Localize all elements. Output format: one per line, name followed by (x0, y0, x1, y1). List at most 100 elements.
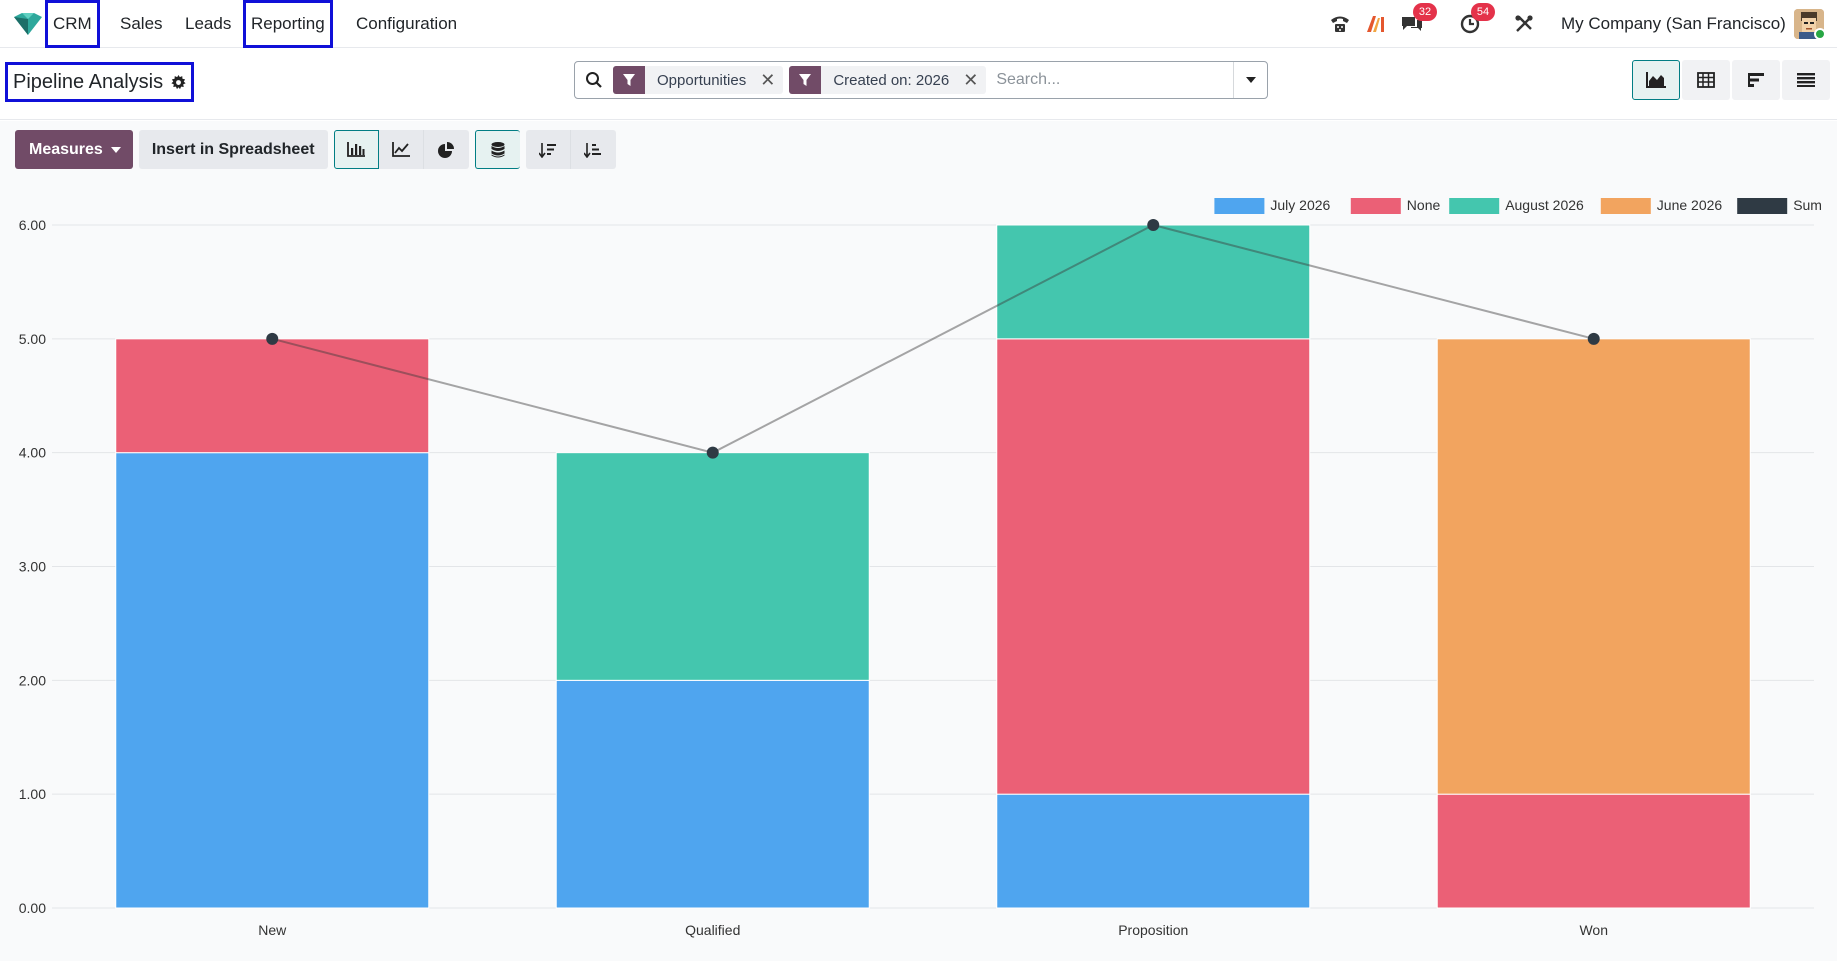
y-tick-label: 3.00 (19, 559, 46, 575)
database-icon (491, 141, 505, 157)
search-options-toggle[interactable] (1233, 62, 1267, 98)
facet-created-on: Created on: 2026 ✕ (789, 66, 987, 94)
view-switcher (1632, 60, 1830, 100)
bar-segment[interactable] (1436, 338, 1751, 795)
phone-icon[interactable] (1327, 11, 1353, 37)
line-chart-button[interactable] (378, 130, 424, 169)
sort-group (525, 130, 616, 169)
y-tick-label: 5.00 (19, 331, 46, 347)
legend-label: August 2026 (1505, 197, 1584, 213)
nav-menu-leads[interactable]: Leads (185, 14, 232, 33)
nav-menu-configuration[interactable]: Configuration (356, 14, 458, 33)
remove-facet-icon[interactable]: ✕ (963, 69, 979, 90)
sum-line (271, 223, 1595, 454)
y-tick-label: 6.00 (19, 217, 46, 233)
nav-menu-sales[interactable]: Sales (120, 14, 163, 33)
legend-label: None (1407, 197, 1441, 213)
top-navbar: CRM Sales Leads Reporting Configuration … (0, 0, 1837, 48)
sort-descending-icon (538, 142, 556, 158)
bar-segment[interactable] (996, 224, 1311, 340)
insert-spreadsheet-button[interactable]: Insert in Spreadsheet (138, 130, 328, 169)
remove-facet-icon[interactable]: ✕ (760, 69, 776, 90)
sort-ascending-button[interactable] (570, 130, 616, 169)
control-panel: Pipeline Analysis Opportunities ✕ Create… (0, 48, 1837, 120)
filter-icon (613, 66, 645, 94)
caret-down-icon (110, 146, 121, 153)
graph-toolbar: Measures Insert in Spreadsheet (15, 130, 616, 169)
ai-icon[interactable] (1363, 11, 1389, 37)
y-tick-label: 2.00 (19, 672, 46, 688)
online-status-dot (1814, 28, 1826, 40)
y-tick-label: 1.00 (19, 786, 46, 802)
nav-app-crm[interactable]: CRM (45, 0, 100, 48)
user-avatar[interactable] (1794, 9, 1824, 39)
bar-segment[interactable] (115, 452, 430, 909)
x-tick-label: Qualified (685, 922, 740, 938)
tools-icon[interactable] (1511, 11, 1537, 37)
cohort-view-button[interactable] (1732, 60, 1780, 100)
graph-content: 0.00 1.00 2.00 3.00 4.00 5.00 6.00 New Qualified… (0, 121, 1837, 961)
bar-segment[interactable] (1436, 793, 1751, 909)
chart-type-group (333, 130, 469, 169)
legend-label: July 2026 (1270, 197, 1330, 213)
stack-toggle-group (474, 130, 520, 169)
legend-swatch (1214, 198, 1265, 214)
facet-opportunities: Opportunities ✕ (613, 66, 784, 94)
gear-icon[interactable] (171, 74, 186, 90)
pipeline-chart: 0.00 1.00 2.00 3.00 4.00 5.00 6.00 New Qualified… (19, 197, 1822, 938)
list-view-button[interactable] (1782, 60, 1830, 100)
legend-label: June 2026 (1657, 197, 1723, 213)
search-input[interactable] (992, 71, 1233, 89)
page-title: Pipeline Analysis (13, 70, 164, 93)
bar-segment[interactable] (996, 338, 1311, 795)
sum-point (266, 332, 279, 345)
x-tick-label: Won (1579, 922, 1608, 938)
graph-view-button[interactable] (1632, 60, 1680, 100)
legend-label: Sum (1793, 197, 1822, 213)
nav-menu-reporting[interactable]: Reporting (243, 0, 333, 48)
y-tick-label: 0.00 (19, 900, 46, 916)
facet-label: Opportunities (657, 71, 747, 89)
bar-segment[interactable] (555, 452, 870, 681)
legend-swatch (1449, 198, 1500, 214)
measures-label: Measures (29, 140, 103, 158)
facet-label: Created on: 2026 (833, 71, 950, 89)
legend-swatch (1737, 198, 1788, 214)
bar-chart-icon (347, 142, 366, 157)
list-icon (1797, 73, 1815, 87)
bar-segment[interactable] (555, 679, 870, 909)
bar-segment[interactable] (996, 793, 1311, 909)
search-bar: Opportunities ✕ Created on: 2026 ✕ (574, 61, 1268, 99)
sum-point (1147, 219, 1160, 231)
stacked-toggle-button[interactable] (474, 130, 520, 169)
legend-swatch (1600, 198, 1651, 214)
filter-icon (789, 66, 822, 94)
cohort-icon (1748, 73, 1764, 87)
messages-icon[interactable]: 32 (1399, 3, 1437, 37)
legend-swatch (1350, 198, 1401, 214)
messages-badge: 32 (1413, 3, 1437, 21)
caret-down-icon (1245, 77, 1256, 83)
area-chart-icon (1646, 72, 1666, 88)
sum-point (706, 446, 719, 459)
x-tick-label: New (258, 922, 287, 938)
table-icon (1697, 72, 1715, 88)
search-icon[interactable] (575, 71, 613, 89)
measures-button[interactable]: Measures (15, 130, 133, 169)
activities-badge: 54 (1471, 3, 1495, 21)
crm-app-icon[interactable] (12, 11, 44, 37)
sort-descending-button[interactable] (525, 130, 571, 169)
bar-chart-button[interactable] (333, 130, 379, 169)
sum-point (1587, 332, 1600, 345)
pie-chart-icon (438, 141, 455, 158)
x-tick-label: Proposition (1118, 922, 1188, 938)
activities-icon[interactable]: 54 (1457, 3, 1495, 37)
line-chart-icon (391, 142, 410, 157)
pie-chart-button[interactable] (423, 130, 469, 169)
pivot-view-button[interactable] (1682, 60, 1730, 100)
y-tick-label: 4.00 (19, 445, 46, 461)
systray: 32 54 (1327, 0, 1537, 48)
bar-segment[interactable] (115, 338, 430, 454)
company-switcher[interactable]: My Company (San Francisco) (1561, 14, 1786, 33)
sort-ascending-icon (584, 142, 602, 158)
